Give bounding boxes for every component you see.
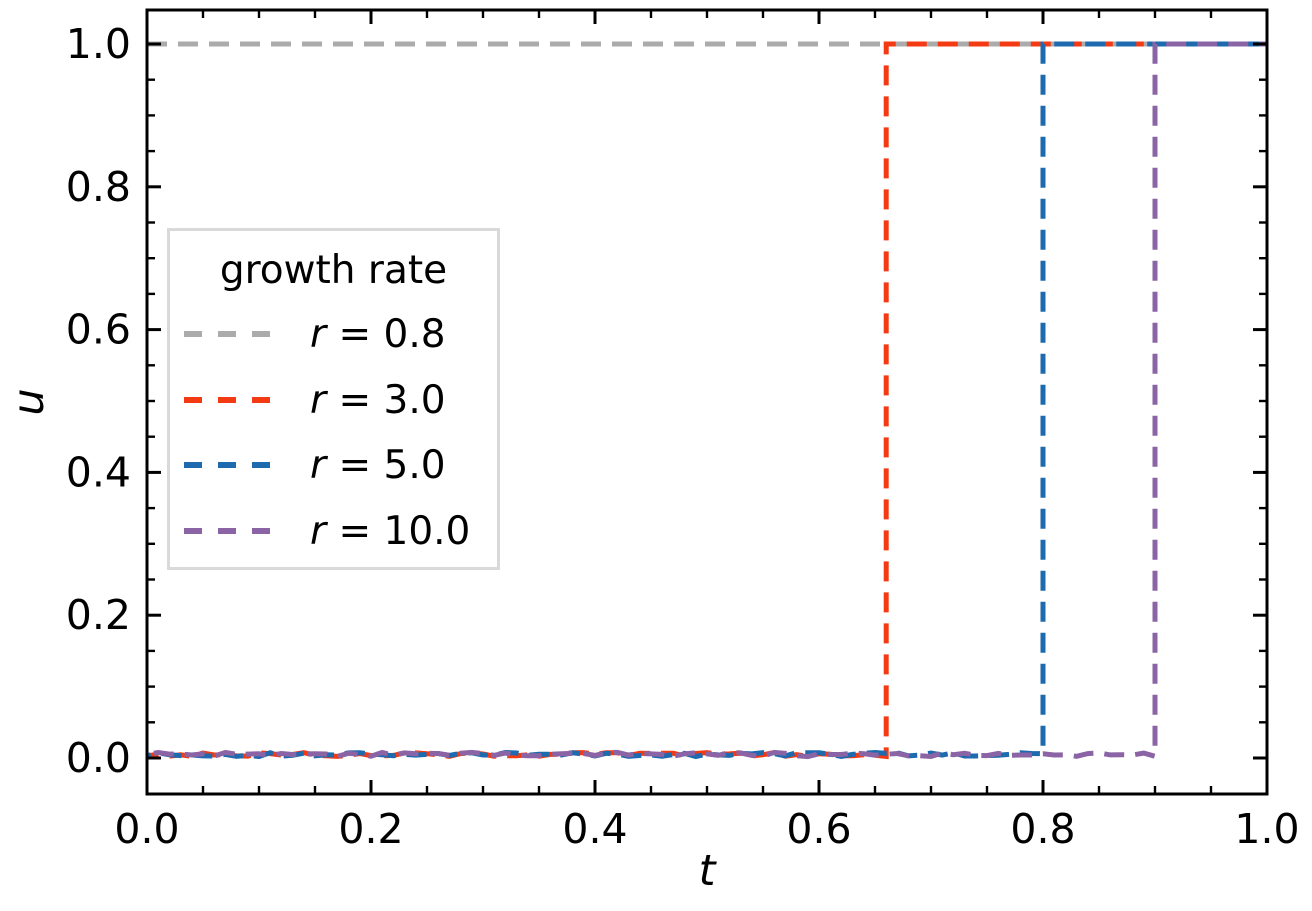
series-lines <box>146 41 1267 760</box>
legend-title: growth rate <box>219 248 448 293</box>
legend-entry: r = 0.8 <box>170 311 446 357</box>
legend-entry-label: r = 0.8 <box>310 311 446 357</box>
x-tick-label: 0.0 <box>114 805 179 853</box>
series-line-r=10.0 <box>146 41 1267 760</box>
legend-entry-label: r = 3.0 <box>310 377 446 423</box>
x-tick-label: 0.8 <box>1010 805 1075 853</box>
y-tick-label: 0.2 <box>66 591 131 639</box>
legend-entry: r = 3.0 <box>170 377 446 423</box>
x-tick-label: 0.2 <box>338 805 403 853</box>
legend-dash-sample <box>184 462 272 468</box>
y-tick-label: 0.0 <box>66 734 131 782</box>
x-tick-labels: 0.0 0.2 0.4 0.6 0.8 1.0 <box>114 805 1299 853</box>
y-axis-label: u <box>3 388 54 416</box>
series-line-r=5.0 <box>146 41 1267 760</box>
y-tick-label: 1.0 <box>66 20 131 68</box>
x-axis-label: t <box>698 846 716 896</box>
y-tick-label: 0.8 <box>66 163 131 211</box>
axis-ticks <box>145 10 1269 794</box>
legend-entry-label: r = 5.0 <box>310 442 446 488</box>
legend-entry-label: r = 10.0 <box>310 508 471 554</box>
x-tick-label: 0.4 <box>562 805 627 853</box>
legend-entry: r = 10.0 <box>170 508 471 554</box>
x-tick-label: 0.6 <box>786 805 851 853</box>
y-tick-label: 0.6 <box>66 306 131 354</box>
legend-dash-sample <box>184 331 272 337</box>
legend-dash-sample <box>184 397 272 403</box>
series-line-r=3.0 <box>146 41 1267 760</box>
legend-dash-sample <box>184 528 272 534</box>
y-tick-labels: 0.0 0.2 0.4 0.6 0.8 1.0 <box>66 20 131 782</box>
legend: growth rate r = 0.8 r = 3.0 r = 5.0 r = … <box>167 228 500 570</box>
x-tick-label: 1.0 <box>1234 805 1299 853</box>
legend-entry: r = 5.0 <box>170 442 446 488</box>
y-tick-label: 0.4 <box>66 448 131 496</box>
